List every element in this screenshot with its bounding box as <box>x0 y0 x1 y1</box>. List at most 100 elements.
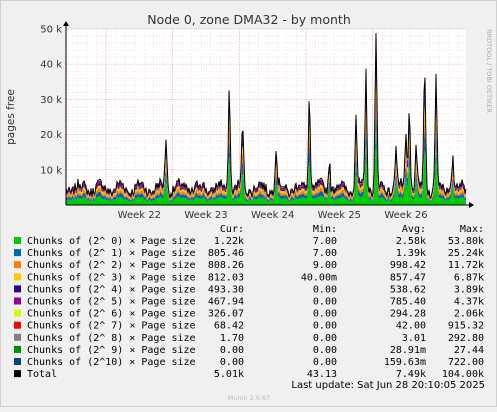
legend-value: 0.00 <box>313 321 337 332</box>
legend-value: 40.00m <box>301 272 337 283</box>
last-update: Last update: Sat Jun 28 20:10:05 2025 <box>291 380 485 391</box>
legend-value: 812.03 <box>208 272 244 283</box>
legend-value: 43.13 <box>307 369 337 380</box>
legend-swatch <box>14 261 21 269</box>
legend-swatch <box>14 237 21 244</box>
legend-value: 5.01k <box>214 369 244 380</box>
legend-value: 0.00 <box>220 357 244 368</box>
legend-value: 1.70 <box>220 333 244 344</box>
legend-series-name: Chunks of (2^ 2) × Page size <box>27 260 196 271</box>
y-tick-label: 20 k <box>40 130 62 141</box>
series-area <box>66 104 466 203</box>
legend-series-name: Chunks of (2^ 1) × Page size <box>27 248 196 259</box>
legend-value: 326.07 <box>208 309 244 320</box>
legend-value: 0.00 <box>313 345 337 356</box>
legend-value: 3.89k <box>454 284 484 295</box>
y-tick-label: 10 k <box>40 165 62 176</box>
legend-value: 42.00 <box>396 321 426 332</box>
y-tick-label: 50 k <box>40 25 62 36</box>
x-tick-label: Week 25 <box>318 210 361 221</box>
legend-value: 467.94 <box>208 297 244 308</box>
legend-value: 2.58k <box>396 236 426 247</box>
x-tick-label: Week 26 <box>384 210 427 221</box>
legend-value: 9.00 <box>313 260 337 271</box>
legend-value: 292.80 <box>448 333 484 344</box>
rrdtool-credit: RRDTOOL / TOBI OETIKER <box>485 29 493 113</box>
series-area <box>66 67 466 201</box>
y-tick-label: 30 k <box>40 95 62 106</box>
legend-swatch <box>14 309 21 317</box>
stacked-areas <box>65 33 467 205</box>
series-line-total <box>65 33 467 199</box>
legend-series-name: Chunks of (2^ 7) × Page size <box>27 321 196 332</box>
legend-value: 27.44 <box>454 345 484 356</box>
legend-value: 3.01 <box>402 333 426 344</box>
legend-value: 159.63m <box>384 357 426 368</box>
legend-value: 7.49k <box>396 369 426 380</box>
series-area <box>66 130 466 205</box>
legend-series-name: Chunks of (2^10) × Page size <box>27 357 196 368</box>
legend-value: 2.06k <box>454 309 484 320</box>
legend-value: 0.00 <box>313 297 337 308</box>
legend-value: 25.24k <box>448 248 484 259</box>
legend-swatch <box>14 249 21 257</box>
legend-value: 0.00 <box>220 345 244 356</box>
series-area <box>66 84 466 202</box>
legend-series-name: Chunks of (2^ 0) × Page size <box>27 236 196 247</box>
legend-series-name: Chunks of (2^ 4) × Page size <box>27 284 196 295</box>
legend-value: 808.26 <box>208 260 244 271</box>
legend-value: 722.00 <box>448 357 484 368</box>
legend-header: Avg: <box>402 224 426 235</box>
legend-swatch <box>14 321 21 329</box>
legend-value: 538.62 <box>390 284 426 295</box>
legend-value: 104.00k <box>442 369 484 380</box>
legend-value: 0.00 <box>313 284 337 295</box>
axes: 10 k 20 k 30 k 40 k 50 k Week 22 Week 23 Week 2… <box>40 21 474 221</box>
legend-value: 805.46 <box>208 248 244 259</box>
legend-value: 857.47 <box>390 272 426 283</box>
y-axis-arrow <box>63 21 69 26</box>
y-axis-label: pages free <box>5 89 17 145</box>
legend-series-name: Chunks of (2^ 3) × Page size <box>27 272 196 283</box>
legend-swatch <box>14 345 21 353</box>
legend-value: 998.42 <box>390 260 426 271</box>
legend-value: 11.72k <box>448 260 484 271</box>
legend-swatch <box>14 358 21 365</box>
legend-header: Min: <box>313 224 337 235</box>
legend-value: 7.00 <box>313 236 337 247</box>
legend-value: 0.00 <box>313 309 337 320</box>
legend-value: 493.30 <box>208 284 244 295</box>
legend-series-name: Chunks of (2^ 8) × Page size <box>27 333 196 344</box>
legend-swatch <box>14 297 21 305</box>
y-tick-label: 40 k <box>40 60 62 71</box>
legend-header: Max: <box>460 224 484 235</box>
legend-series-name: Total <box>27 369 57 380</box>
legend-value: 4.37k <box>454 297 484 308</box>
legend-value: 53.80k <box>448 236 484 247</box>
legend-value: 28.91m <box>390 345 426 356</box>
x-tick-label: Week 23 <box>184 210 227 221</box>
legend-swatch <box>14 273 21 281</box>
plot-area <box>66 29 466 205</box>
legend-value: 1.39k <box>396 248 426 259</box>
legend-value: 7.00 <box>313 248 337 259</box>
x-tick-label: Week 24 <box>251 210 294 221</box>
legend-series-name: Chunks of (2^ 6) × Page size <box>27 309 196 320</box>
grid <box>66 28 466 205</box>
legend-value: 1.22k <box>214 236 244 247</box>
legend-swatch <box>14 333 21 341</box>
chart-title: Node 0, zone DMA32 - by month <box>147 12 351 27</box>
x-tick-label: Week 22 <box>118 210 161 221</box>
legend-swatch <box>14 370 21 378</box>
legend-value: 915.32 <box>448 321 484 332</box>
munin-version: Munin 2.0.67 <box>228 394 271 402</box>
legend-swatch <box>14 285 21 293</box>
legend-value: 785.40 <box>390 297 426 308</box>
legend-value: 68.42 <box>214 321 244 332</box>
legend: Cur: Min: Avg: Max: Chunks of (2^ 0) × Page … <box>14 224 484 380</box>
legend-value: 6.87k <box>454 272 484 283</box>
legend-value: 294.28 <box>390 309 426 320</box>
x-axis-arrow <box>469 202 474 208</box>
